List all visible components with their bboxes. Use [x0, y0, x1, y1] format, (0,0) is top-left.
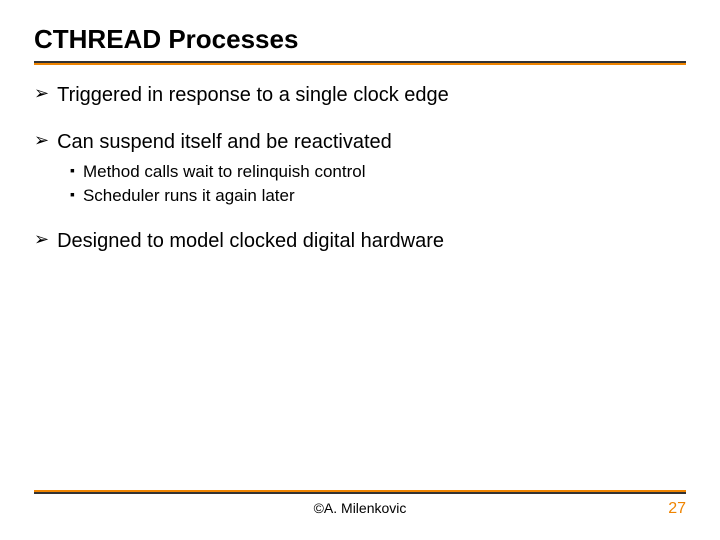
triangle-bullet-icon: ➢: [34, 130, 49, 152]
bullet-l2: ▪ Scheduler runs it again later: [70, 185, 686, 207]
bullet-text: Can suspend itself and be reactivated: [57, 130, 392, 155]
footer-rule-dark: [34, 492, 686, 494]
slide-content: ➢ Triggered in response to a single cloc…: [34, 83, 686, 254]
footer-author-text: A. Milenkovic: [324, 500, 406, 516]
footer-row: ©A. Milenkovic 27: [34, 500, 686, 518]
bullet-l2: ▪ Method calls wait to relinquish contro…: [70, 161, 686, 183]
slide-title: CTHREAD Processes: [34, 24, 686, 55]
bullet-text: Triggered in response to a single clock …: [57, 83, 449, 108]
slide: CTHREAD Processes ➢ Triggered in respons…: [0, 0, 720, 540]
bullet-text: Designed to model clocked digital hardwa…: [57, 229, 444, 254]
square-bullet-icon: ▪: [70, 185, 75, 203]
triangle-bullet-icon: ➢: [34, 229, 49, 251]
bullet-l1: ➢ Can suspend itself and be reactivated: [34, 130, 686, 155]
bullet-l1: ➢ Designed to model clocked digital hard…: [34, 229, 686, 254]
slide-footer: ©A. Milenkovic 27: [34, 490, 686, 518]
footer-author: ©A. Milenkovic: [34, 500, 686, 516]
copyright-icon: ©: [314, 500, 324, 516]
bullet-text: Method calls wait to relinquish control: [83, 161, 366, 183]
triangle-bullet-icon: ➢: [34, 83, 49, 105]
title-rule-accent: [34, 63, 686, 65]
square-bullet-icon: ▪: [70, 161, 75, 179]
bullet-l1: ➢ Triggered in response to a single cloc…: [34, 83, 686, 108]
bullet-text: Scheduler runs it again later: [83, 185, 295, 207]
sub-bullet-group: ▪ Method calls wait to relinquish contro…: [70, 161, 686, 207]
